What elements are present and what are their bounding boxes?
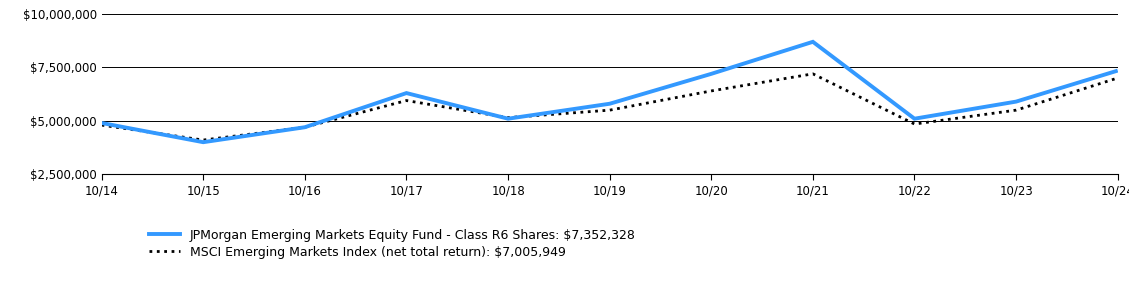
MSCI Emerging Markets Index (net total return): $7,005,949: (9, 5.5e+06): $7,005,949: (9, 5.5e+06) [1009, 108, 1023, 112]
JPMorgan Emerging Markets Equity Fund - Class R6 Shares: $7,352,328: (9, 5.9e+06): $7,352,328: (9, 5.9e+06) [1009, 100, 1023, 103]
Line: MSCI Emerging Markets Index (net total return): $7,005,949: MSCI Emerging Markets Index (net total r… [102, 74, 1118, 140]
MSCI Emerging Markets Index (net total return): $7,005,949: (10, 7.01e+06): $7,005,949: (10, 7.01e+06) [1111, 76, 1124, 80]
JPMorgan Emerging Markets Equity Fund - Class R6 Shares: $7,352,328: (1, 4e+06): $7,352,328: (1, 4e+06) [196, 140, 210, 144]
MSCI Emerging Markets Index (net total return): $7,005,949: (0, 4.8e+06): $7,005,949: (0, 4.8e+06) [95, 123, 108, 127]
JPMorgan Emerging Markets Equity Fund - Class R6 Shares: $7,352,328: (7, 8.7e+06): $7,352,328: (7, 8.7e+06) [806, 40, 820, 44]
JPMorgan Emerging Markets Equity Fund - Class R6 Shares: $7,352,328: (2, 4.7e+06): $7,352,328: (2, 4.7e+06) [298, 126, 312, 129]
MSCI Emerging Markets Index (net total return): $7,005,949: (8, 4.85e+06): $7,005,949: (8, 4.85e+06) [908, 122, 921, 126]
JPMorgan Emerging Markets Equity Fund - Class R6 Shares: $7,352,328: (10, 7.35e+06): $7,352,328: (10, 7.35e+06) [1111, 69, 1124, 72]
JPMorgan Emerging Markets Equity Fund - Class R6 Shares: $7,352,328: (6, 7.2e+06): $7,352,328: (6, 7.2e+06) [704, 72, 718, 76]
Line: JPMorgan Emerging Markets Equity Fund - Class R6 Shares: $7,352,328: JPMorgan Emerging Markets Equity Fund - … [102, 42, 1118, 142]
JPMorgan Emerging Markets Equity Fund - Class R6 Shares: $7,352,328: (0, 4.9e+06): $7,352,328: (0, 4.9e+06) [95, 121, 108, 125]
Legend: JPMorgan Emerging Markets Equity Fund - Class R6 Shares: $7,352,328, MSCI Emergi: JPMorgan Emerging Markets Equity Fund - … [149, 228, 636, 259]
MSCI Emerging Markets Index (net total return): $7,005,949: (4, 5.15e+06): $7,005,949: (4, 5.15e+06) [501, 116, 515, 119]
MSCI Emerging Markets Index (net total return): $7,005,949: (2, 4.7e+06): $7,005,949: (2, 4.7e+06) [298, 126, 312, 129]
MSCI Emerging Markets Index (net total return): $7,005,949: (5, 5.5e+06): $7,005,949: (5, 5.5e+06) [603, 108, 616, 112]
MSCI Emerging Markets Index (net total return): $7,005,949: (1, 4.1e+06): $7,005,949: (1, 4.1e+06) [196, 138, 210, 142]
MSCI Emerging Markets Index (net total return): $7,005,949: (6, 6.4e+06): $7,005,949: (6, 6.4e+06) [704, 89, 718, 93]
JPMorgan Emerging Markets Equity Fund - Class R6 Shares: $7,352,328: (4, 5.1e+06): $7,352,328: (4, 5.1e+06) [501, 117, 515, 120]
JPMorgan Emerging Markets Equity Fund - Class R6 Shares: $7,352,328: (3, 6.3e+06): $7,352,328: (3, 6.3e+06) [400, 91, 413, 95]
JPMorgan Emerging Markets Equity Fund - Class R6 Shares: $7,352,328: (5, 5.8e+06): $7,352,328: (5, 5.8e+06) [603, 102, 616, 105]
MSCI Emerging Markets Index (net total return): $7,005,949: (7, 7.2e+06): $7,005,949: (7, 7.2e+06) [806, 72, 820, 76]
MSCI Emerging Markets Index (net total return): $7,005,949: (3, 5.95e+06): $7,005,949: (3, 5.95e+06) [400, 99, 413, 102]
JPMorgan Emerging Markets Equity Fund - Class R6 Shares: $7,352,328: (8, 5.1e+06): $7,352,328: (8, 5.1e+06) [908, 117, 921, 120]
